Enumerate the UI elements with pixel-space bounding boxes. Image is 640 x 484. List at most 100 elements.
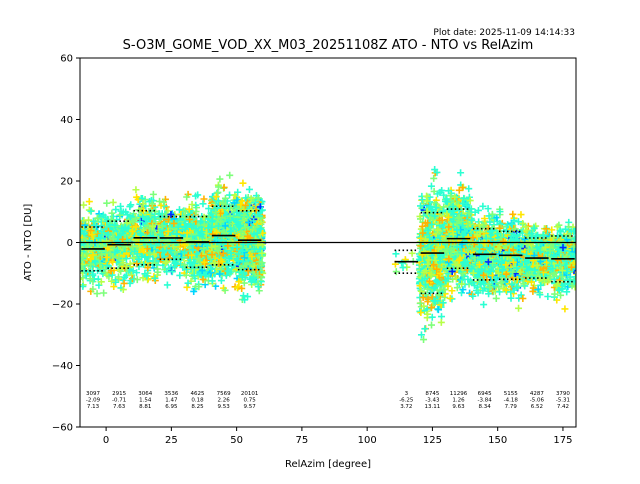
scatter-point-1-218 [112, 206, 120, 214]
scatter-point-1-250 [107, 267, 115, 275]
scatter-point-0-294 [81, 221, 89, 229]
scatter-point-4-153 [180, 261, 188, 269]
scatter-point-2-320 [151, 274, 159, 282]
scatter-point-10-209 [492, 294, 500, 302]
scatter-point-5-377 [217, 277, 225, 285]
scatter-point-1-147 [121, 273, 129, 281]
scatter-point-3-330 [163, 258, 171, 266]
scatter-point-2-50 [139, 274, 147, 282]
scatter-point-4-245 [200, 195, 208, 203]
scatter-point-3-317 [163, 281, 171, 289]
scatter-point-0-313 [85, 268, 93, 276]
scatter-point-6-418 [239, 179, 247, 187]
scatter-point-0-247 [80, 282, 87, 290]
scatter-point-1-290 [115, 253, 123, 261]
scatter-point-8-80 [428, 321, 436, 329]
scatter-point-3-327 [159, 247, 167, 255]
scatter-point-1-216 [108, 271, 116, 279]
scatter-point-3-352 [163, 226, 171, 234]
scatter-point-0-289 [88, 231, 96, 239]
scatter-point-0-184 [80, 201, 88, 209]
scatter-point-1-317 [104, 231, 112, 239]
scatter-point-1-320 [123, 219, 131, 227]
scatter-point-2-299 [139, 200, 147, 208]
scatter-point-2-207 [149, 190, 157, 198]
scatter-point-1-321 [119, 235, 127, 243]
scatter-point-1-118 [105, 272, 113, 280]
scatter-point-3-175 [175, 206, 183, 214]
scatter-point-2-238 [134, 195, 142, 203]
scatter-point-0-331 [85, 198, 93, 206]
scatter-point-6-695 [239, 292, 247, 300]
scatter-point-11-69 [517, 211, 525, 219]
scatter-point-3-347 [158, 222, 166, 230]
scatter-point-7-0 [392, 250, 400, 258]
scatter-point-6-486 [255, 287, 263, 295]
scatter-point-0-323 [97, 234, 105, 242]
scatter-point-1-160 [116, 211, 124, 219]
scatter-point-1-298 [103, 253, 111, 261]
scatter-point-1-253 [108, 277, 116, 285]
scatter-point-1-306 [119, 229, 127, 237]
scatter-point-7-8 [399, 264, 407, 272]
scatter-point-1-305 [109, 244, 117, 252]
scatter-point-1-297 [109, 235, 117, 243]
scatter-point-2-234 [140, 226, 148, 234]
scatter-point-2-313 [129, 267, 137, 275]
scatter-point-0-314 [85, 237, 93, 245]
scatter-point-2-300 [138, 252, 146, 260]
scatter-point-5-135 [216, 175, 224, 183]
scatter-point-0-301 [87, 207, 95, 215]
scatter-point-3-353 [164, 227, 172, 235]
scatter-point-2-241 [154, 268, 162, 276]
scatter-point-3-311 [165, 254, 173, 262]
scatter-point-1-29 [109, 198, 117, 206]
scatter-point-9-320 [465, 185, 473, 193]
scatter-points [80, 166, 576, 344]
scatter-point-0-293 [87, 246, 95, 254]
scatter-point-1-92 [126, 203, 134, 211]
scatter-point-1-49 [119, 286, 127, 294]
scatter-point-10-466 [480, 301, 488, 309]
scatter-point-0-322 [97, 222, 105, 230]
scatter-point-1-318 [120, 279, 128, 287]
scatter-point-0-52 [89, 285, 97, 293]
scatter-point-3-349 [167, 246, 175, 254]
scatter-point-1-264 [114, 234, 122, 242]
scatter-point-1-151 [115, 273, 123, 281]
scatter-point-2-148 [132, 186, 140, 194]
scatter-point-3-323 [161, 259, 169, 267]
scatter-point-2-286 [132, 223, 140, 231]
scatter-point-2-285 [133, 276, 141, 284]
scatter-point-1-308 [122, 255, 130, 263]
scatter-point-1-316 [118, 224, 126, 232]
scatter-point-2-318 [148, 200, 156, 208]
scatter-point-0-266 [82, 272, 90, 280]
scatter-point-1-176 [112, 278, 120, 286]
scatter-point-0-326 [85, 216, 93, 224]
scatter-point-2-284 [151, 213, 159, 221]
scatter-point-2-327 [141, 270, 149, 278]
scatter-point-0-317 [86, 275, 94, 283]
scatter-point-2-272 [132, 235, 140, 243]
scatter-point-1-313 [109, 258, 117, 266]
chart-title: S-O3M_GOME_VOD_XX_M03_20251108Z ATO - NT… [123, 38, 534, 53]
scatter-point-3-343 [173, 230, 181, 238]
scatter-point-2-323 [149, 222, 157, 230]
scatter-point-3-355 [174, 223, 182, 231]
scatter-point-0-291 [80, 220, 85, 228]
scatter-point-1-70 [110, 283, 118, 291]
scatter-point-1-187 [108, 209, 116, 217]
scatter-point-0-330 [94, 244, 102, 252]
scatter-point-0-252 [93, 290, 101, 298]
scatter-point-0-308 [96, 259, 104, 267]
scatter-point-2-329 [146, 249, 154, 257]
scatter-point-1-323 [121, 223, 129, 231]
scatter-point-1-257 [117, 207, 125, 215]
scatter-point-2-315 [130, 217, 138, 225]
scatter-point-0-321 [80, 253, 87, 261]
scatter-point-8-367 [437, 318, 445, 326]
scatter-point-2-208 [133, 259, 141, 267]
scatter-point-2-328 [134, 256, 142, 264]
